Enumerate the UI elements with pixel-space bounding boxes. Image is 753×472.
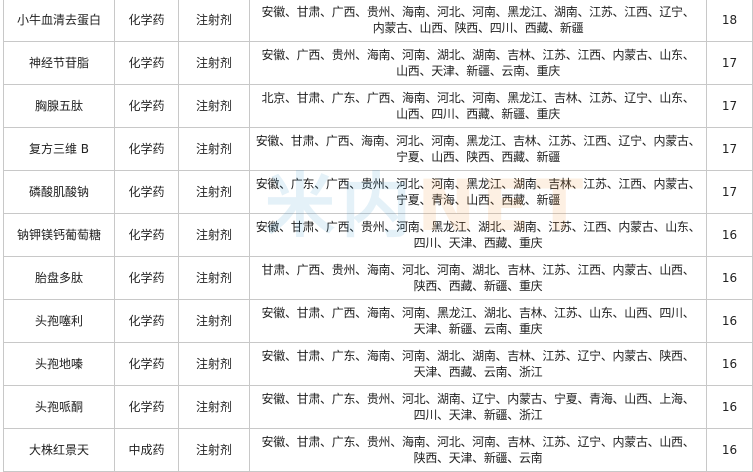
drug-name: 磷酸肌酸钠 [3, 170, 115, 214]
drug-name: 复方三维 B [3, 127, 115, 171]
table-row: 小牛血清去蛋白 化学药 注射剂 安徽、甘肃、广西、贵州、海南、河北、河南、黑龙江、湖南… [3, 0, 753, 42]
province-line: 甘肃、广西、贵州、海南、河北、河南、湖北、吉林、江苏、江西、内蒙古、山西、 [261, 263, 695, 277]
table-row: 复方三维 B 化学药 注射剂 安徽、甘肃、广西、海南、河北、河南、黑龙江、吉林、江苏、… [3, 127, 753, 171]
province-count: 16 [706, 428, 753, 472]
province-list: 安徽、甘肃、广西、海南、河南、黑龙江、湖北、吉林、江苏、山东、山西、四川、 天津、… [249, 299, 707, 343]
dosage-form: 注射剂 [178, 385, 250, 429]
province-list: 安徽、甘肃、广西、海南、河北、河南、黑龙江、吉林、江苏、江西、辽宁、内蒙古、 宁夏… [249, 127, 707, 171]
drug-type: 化学药 [114, 385, 179, 429]
dosage-form: 注射剂 [178, 428, 250, 472]
province-line: 宁夏、青海、山西、西藏、新疆 [396, 193, 560, 207]
table-row: 钠钾镁钙葡萄糖 化学药 注射剂 安徽、甘肃、广西、贵州、河南、黑龙江、湖北、湖南、江苏… [3, 213, 753, 257]
table-row: 头孢哌酮 化学药 注射剂 安徽、甘肃、广东、贵州、河北、湖南、辽宁、内蒙古、宁夏、青海… [3, 385, 753, 429]
dosage-form: 注射剂 [178, 256, 250, 300]
province-count: 17 [706, 41, 753, 85]
province-count: 17 [706, 127, 753, 171]
drug-name: 小牛血清去蛋白 [3, 0, 115, 42]
province-line: 内蒙古、山西、陕西、四川、西藏、新疆 [372, 21, 584, 35]
table-row: 神经节苷脂 化学药 注射剂 安徽、广西、贵州、海南、河南、湖北、湖南、吉林、江苏、江西… [3, 41, 753, 85]
province-line: 安徽、甘肃、广西、贵州、海南、河北、河南、黑龙江、湖南、江苏、江西、辽宁、 [261, 5, 695, 19]
province-line: 安徽、甘肃、广西、海南、河南、黑龙江、湖北、吉林、江苏、山东、山西、四川、 [261, 306, 695, 320]
province-line: 陕西、西藏、新疆、重庆 [413, 279, 543, 293]
drug-type: 化学药 [114, 0, 179, 42]
drug-type: 化学药 [114, 41, 179, 85]
province-count: 16 [706, 342, 753, 386]
dosage-form: 注射剂 [178, 299, 250, 343]
province-line: 宁夏、山西、陕西、西藏、新疆 [396, 150, 560, 164]
drug-name: 胎盘多肽 [3, 256, 115, 300]
drug-type: 化学药 [114, 213, 179, 257]
table-row: 磷酸肌酸钠 化学药 注射剂 安徽、广东、广西、贵州、河北、河南、黑龙江、湖南、吉林、江… [3, 170, 753, 214]
province-list: 安徽、甘肃、广东、贵州、河北、湖南、辽宁、内蒙古、宁夏、青海、山西、上海、 四川、… [249, 385, 707, 429]
province-line: 天津、新疆、云南、重庆 [413, 322, 543, 336]
province-count: 16 [706, 256, 753, 300]
province-line: 安徽、甘肃、广西、海南、河北、河南、黑龙江、吉林、江苏、江西、辽宁、内蒙古、 [255, 134, 701, 148]
province-line: 安徽、广西、贵州、海南、河南、湖北、湖南、吉林、江苏、江西、内蒙古、山东、 [261, 48, 695, 62]
province-line: 陕西、天津、新疆、云南 [413, 451, 543, 465]
province-list: 安徽、甘肃、广东、贵州、海南、河北、河南、吉林、江苏、辽宁、内蒙古、山西、 陕西、… [249, 428, 707, 472]
province-count: 17 [706, 84, 753, 128]
province-count: 16 [706, 299, 753, 343]
drug-name: 头孢地嗪 [3, 342, 115, 386]
drug-type: 中成药 [114, 428, 179, 472]
province-line: 安徽、广东、广西、贵州、河北、河南、黑龙江、湖南、吉林、江苏、江西、内蒙古、 [255, 177, 701, 191]
dosage-form: 注射剂 [178, 213, 250, 257]
province-list: 甘肃、广西、贵州、海南、河北、河南、湖北、吉林、江苏、江西、内蒙古、山西、 陕西、… [249, 256, 707, 300]
table-row: 胸腺五肽 化学药 注射剂 北京、甘肃、广东、广西、海南、河北、河南、黑龙江、吉林、江苏… [3, 84, 753, 128]
drug-name: 头孢哌酮 [3, 385, 115, 429]
province-list: 安徽、甘肃、广西、贵州、海南、河北、河南、黑龙江、湖南、江苏、江西、辽宁、 内蒙古… [249, 0, 707, 42]
drug-name: 胸腺五肽 [3, 84, 115, 128]
table-row: 头孢地嗪 化学药 注射剂 安徽、甘肃、广东、海南、河南、湖北、湖南、吉林、江苏、辽宁、… [3, 342, 753, 386]
drug-name: 大株红景天 [3, 428, 115, 472]
province-list: 北京、甘肃、广东、广西、海南、河北、河南、黑龙江、吉林、江苏、辽宁、山东、 山西、… [249, 84, 707, 128]
table-row: 大株红景天 中成药 注射剂 安徽、甘肃、广东、贵州、海南、河北、河南、吉林、江苏、辽宁… [3, 428, 753, 472]
province-line: 北京、甘肃、广东、广西、海南、河北、河南、黑龙江、吉林、江苏、辽宁、山东、 [261, 91, 695, 105]
province-line: 安徽、甘肃、广东、贵州、河北、湖南、辽宁、内蒙古、宁夏、青海、山西、上海、 [261, 392, 695, 406]
drug-type: 化学药 [114, 170, 179, 214]
dosage-form: 注射剂 [178, 84, 250, 128]
province-line: 天津、西藏、云南、浙江 [413, 365, 543, 379]
drug-type: 化学药 [114, 84, 179, 128]
province-line: 四川、天津、西藏、重庆 [413, 236, 543, 250]
province-list: 安徽、甘肃、广东、海南、河南、湖北、湖南、吉林、江苏、辽宁、内蒙古、陕西、 天津、… [249, 342, 707, 386]
province-count: 18 [706, 0, 753, 42]
table-row: 头孢噻利 化学药 注射剂 安徽、甘肃、广西、海南、河南、黑龙江、湖北、吉林、江苏、山东… [3, 299, 753, 343]
province-line: 安徽、甘肃、广西、贵州、河南、黑龙江、湖北、湖南、江苏、江西、内蒙古、山东、 [255, 220, 701, 234]
province-list: 安徽、广东、广西、贵州、河北、河南、黑龙江、湖南、吉林、江苏、江西、内蒙古、 宁夏… [249, 170, 707, 214]
dosage-form: 注射剂 [178, 41, 250, 85]
province-line: 四川、天津、新疆、浙江 [413, 408, 543, 422]
dosage-form: 注射剂 [178, 170, 250, 214]
dosage-form: 注射剂 [178, 127, 250, 171]
province-line: 山西、四川、西藏、新疆、重庆 [396, 107, 560, 121]
province-line: 安徽、甘肃、广东、贵州、海南、河北、河南、吉林、江苏、辽宁、内蒙古、山西、 [261, 435, 695, 449]
drug-name: 钠钾镁钙葡萄糖 [3, 213, 115, 257]
dosage-form: 注射剂 [178, 342, 250, 386]
province-list: 安徽、广西、贵州、海南、河南、湖北、湖南、吉林、江苏、江西、内蒙古、山东、 山西、… [249, 41, 707, 85]
province-line: 山西、天津、新疆、云南、重庆 [396, 64, 560, 78]
drug-type: 化学药 [114, 342, 179, 386]
drug-type: 化学药 [114, 299, 179, 343]
province-count: 16 [706, 385, 753, 429]
province-count: 17 [706, 170, 753, 214]
drug-table: 小牛血清去蛋白 化学药 注射剂 安徽、甘肃、广西、贵州、海南、河北、河南、黑龙江、湖南… [3, 0, 753, 472]
drug-name: 神经节苷脂 [3, 41, 115, 85]
drug-name: 头孢噻利 [3, 299, 115, 343]
table-row: 胎盘多肽 化学药 注射剂 甘肃、广西、贵州、海南、河北、河南、湖北、吉林、江苏、江西、… [3, 256, 753, 300]
drug-type: 化学药 [114, 127, 179, 171]
province-count: 16 [706, 213, 753, 257]
dosage-form: 注射剂 [178, 0, 250, 42]
province-line: 安徽、甘肃、广东、海南、河南、湖北、湖南、吉林、江苏、辽宁、内蒙古、陕西、 [261, 349, 695, 363]
drug-type: 化学药 [114, 256, 179, 300]
province-list: 安徽、甘肃、广西、贵州、河南、黑龙江、湖北、湖南、江苏、江西、内蒙古、山东、 四川… [249, 213, 707, 257]
